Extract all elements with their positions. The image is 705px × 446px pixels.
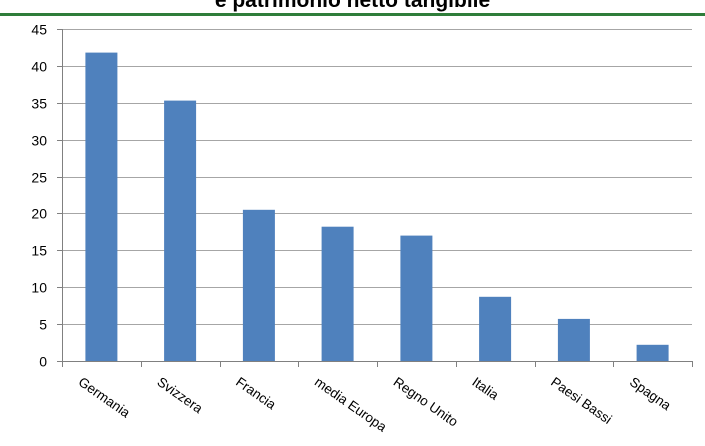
chart-title: e patrimonio netto tangibile [214,0,491,12]
bar-svizzera [164,100,197,361]
y-tick-label: 5 [39,317,47,333]
x-tick-label: Germania [76,374,134,421]
gridlines [62,29,692,325]
bar-spagna [636,344,669,361]
title-divider [0,13,705,16]
bars [85,52,669,361]
y-axis: 0 5 10 15 20 25 30 35 40 45 [31,22,63,370]
bar-francia [242,209,275,361]
x-tick-label: Spagna [627,374,674,413]
x-tick-label: Svizzera [154,374,205,416]
y-tick-label: 15 [31,243,47,259]
x-axis: Germania Svizzera Francia media Europa Regno… [62,361,693,435]
y-tick-label: 40 [31,59,47,75]
bar-italia [479,296,512,361]
bar-paesi-bassi [557,318,590,361]
y-tick-label: 35 [31,96,47,112]
x-tick-label: Francia [233,374,279,412]
x-tick-label: Regno Unito [391,374,461,429]
y-tick-label: 10 [31,280,47,296]
y-tick-label: 0 [39,354,47,370]
y-tick-label: 20 [31,206,47,222]
bar-media-europa [321,226,354,361]
bar-regno-unito [400,235,433,361]
x-tick-label: media Europa [312,374,390,435]
y-tick-label: 25 [31,170,47,186]
bar-germania [85,52,118,361]
x-tick-label: Italia [469,374,501,403]
x-tick-label: Paesi Bassi [548,374,614,427]
y-tick-label: 45 [31,22,47,38]
y-tick-label: 30 [31,133,47,149]
